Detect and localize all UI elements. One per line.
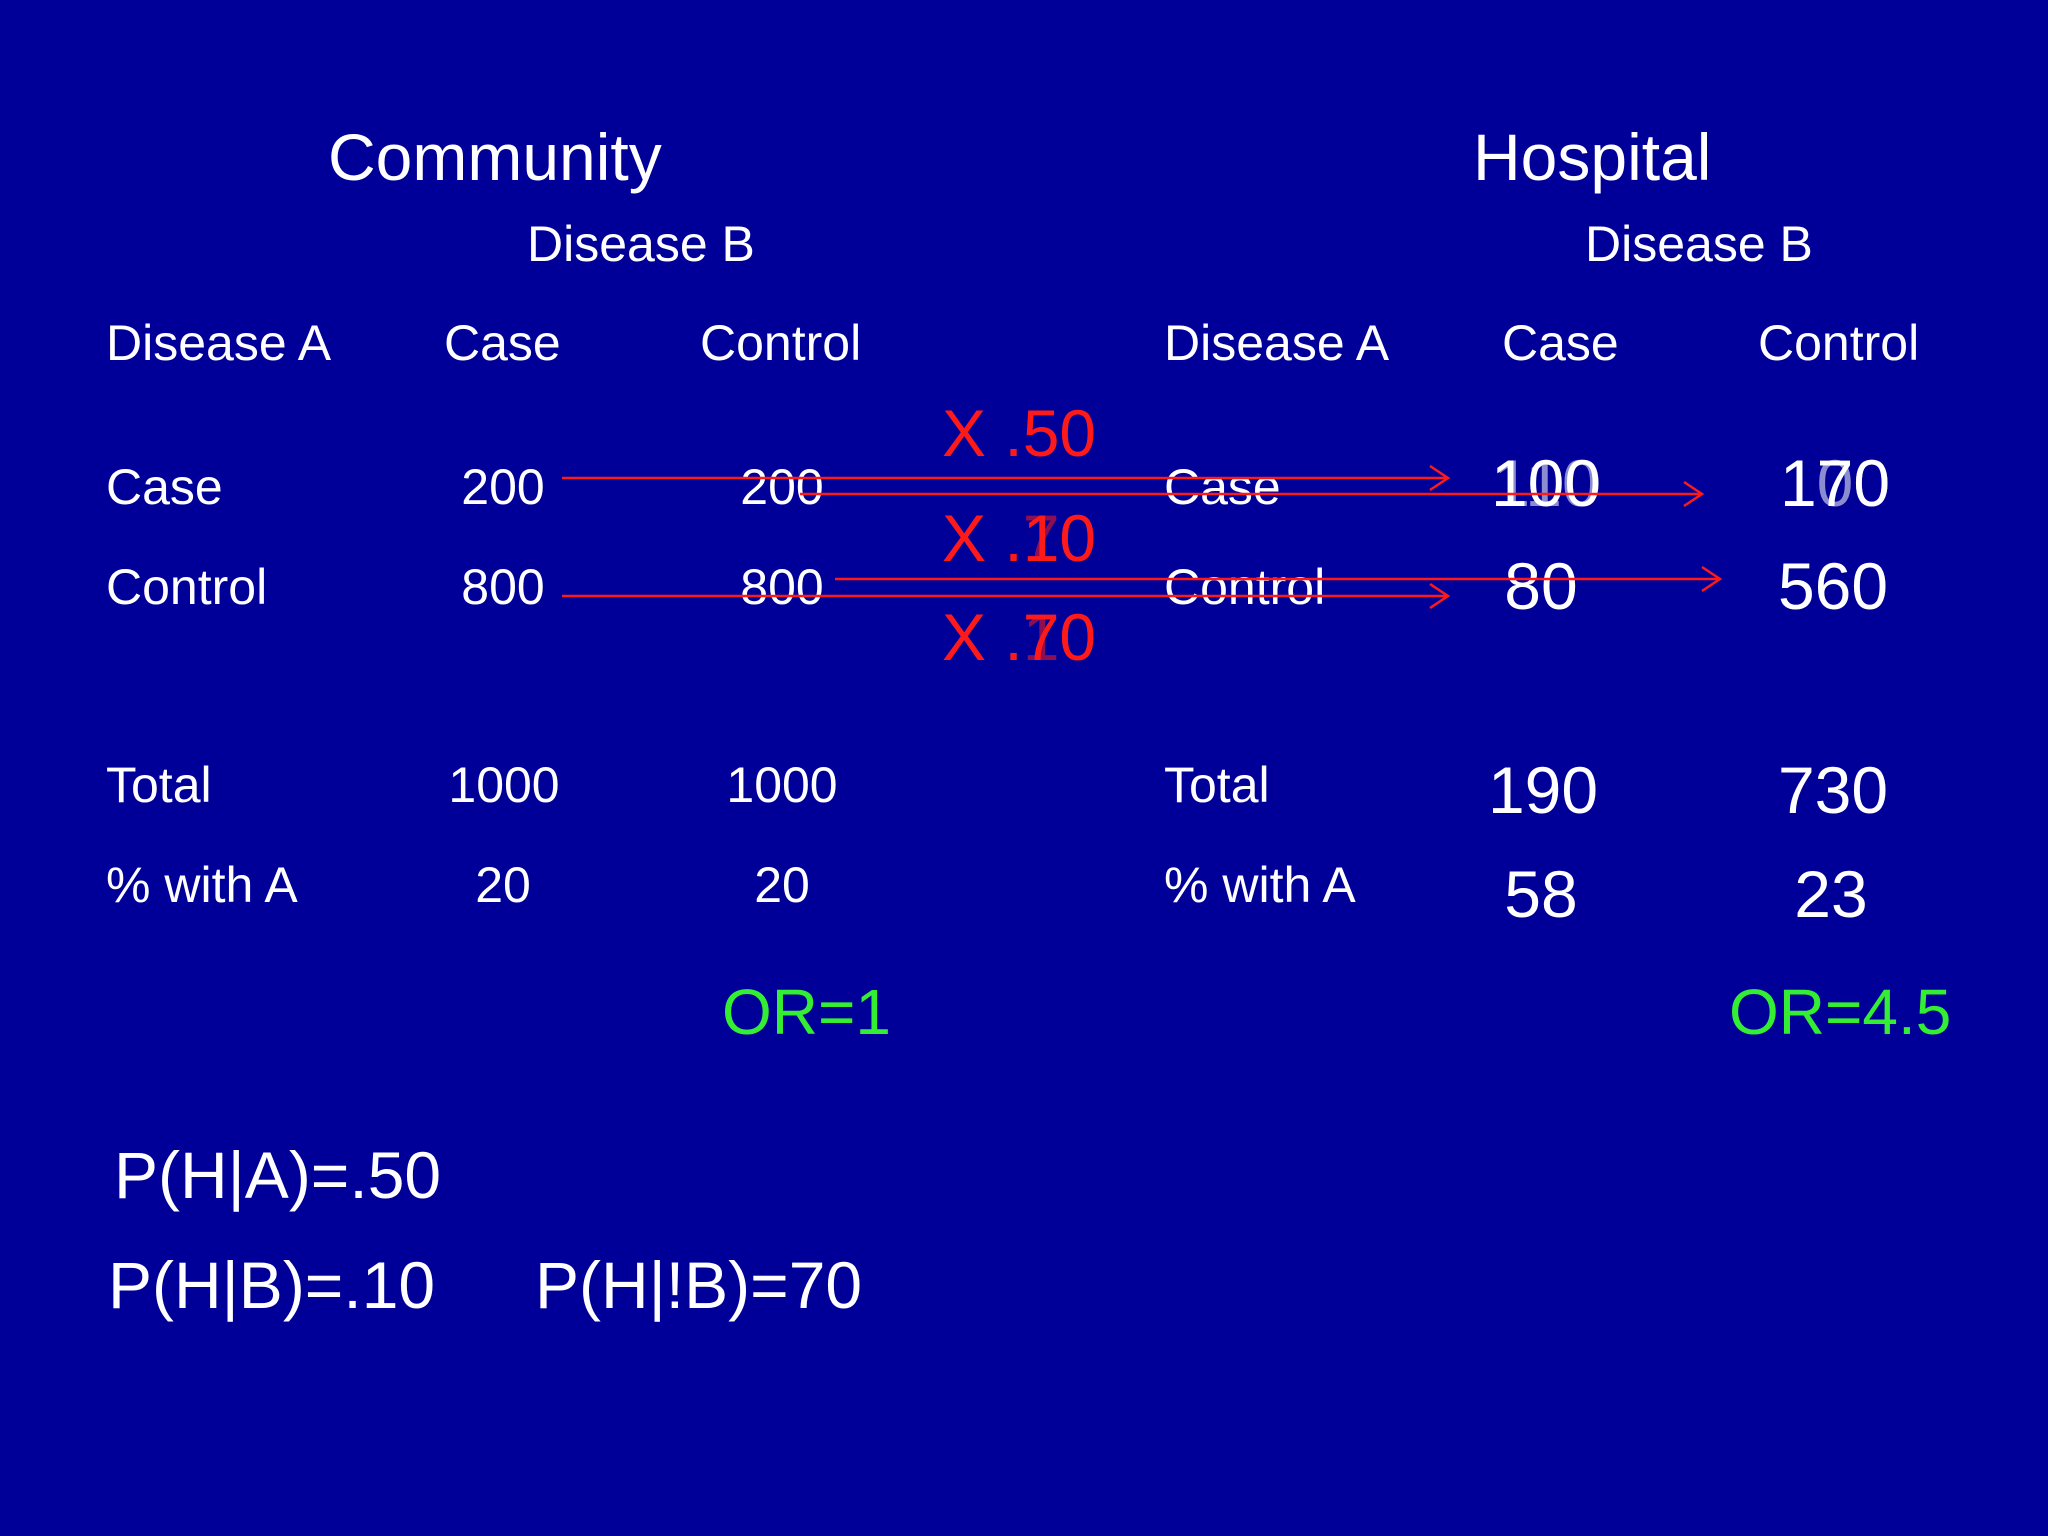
hospital-pct-control: 23 (1794, 857, 1868, 931)
hospital-pct-case: 58 (1504, 857, 1578, 931)
community-case-control: 200 (740, 459, 824, 515)
multiplier-first: X .50 (942, 396, 1097, 470)
community-disease-b-label: Disease B (527, 216, 755, 272)
community-total-control: 1000 (726, 757, 838, 813)
arrow-case-case (562, 464, 1451, 492)
community-col-case: Case (444, 315, 561, 371)
arrow-control-case (562, 582, 1451, 610)
hospital-row-label-case: Case (1164, 459, 1281, 515)
community-control-control: 800 (740, 559, 824, 615)
community-row-header: Disease A (106, 315, 332, 371)
hospital-control-control: 560 (1777, 549, 1889, 623)
hospital-row-label-control: Control (1164, 559, 1326, 615)
hospital-case-control: 170 (1779, 446, 1891, 520)
community-pct-case: 20 (475, 857, 531, 913)
prob-h-given-b: P(H|B)=.10 (108, 1248, 436, 1322)
hospital-row-header: Disease A (1164, 315, 1390, 371)
hospital-case-case: 100 (1490, 446, 1602, 520)
hospital-control-case: 80 (1504, 549, 1578, 623)
hospital-row-label-total: Total (1164, 757, 1270, 813)
community-row-label-pct: % with A (106, 857, 298, 913)
hospital-case-control-overlap: 100 (1779, 446, 1891, 520)
community-odds-ratio: OR=1 (722, 976, 891, 1048)
hospital-row-label-pct: % with A (1164, 857, 1356, 913)
multiplier-second: X .10 (942, 501, 1097, 575)
multiplier-third-overlap: X .10 (942, 600, 1097, 674)
hospital-disease-b-label: Disease B (1585, 216, 1813, 272)
hospital-total-case: 190 (1487, 753, 1599, 827)
multiplier-third: X .70 (942, 600, 1097, 674)
arrow-case-control (800, 480, 1705, 508)
multiplier-second-overlap: X .70 (942, 501, 1097, 575)
prob-h-given-not-b: P(H|!B)=70 (535, 1248, 863, 1322)
prob-h-given-a: P(H|A)=.50 (114, 1138, 442, 1212)
community-row-label-total: Total (106, 757, 212, 813)
hospital-total-control: 730 (1777, 753, 1889, 827)
arrow-control-control (835, 565, 1723, 593)
community-control-case: 800 (461, 559, 545, 615)
hospital-title: Hospital (1473, 120, 1712, 194)
community-row-label-control: Control (106, 559, 268, 615)
community-total-case: 1000 (448, 757, 560, 813)
community-row-label-case: Case (106, 459, 223, 515)
hospital-odds-ratio: OR=4.5 (1729, 976, 1952, 1048)
hospital-col-case: Case (1502, 315, 1619, 371)
community-col-control: Control (700, 315, 862, 371)
community-pct-control: 20 (754, 857, 810, 913)
community-case-case: 200 (461, 459, 545, 515)
hospital-col-control: Control (1758, 315, 1920, 371)
hospital-case-case-overlap: 110 (1493, 446, 1599, 520)
community-title: Community (328, 120, 662, 194)
